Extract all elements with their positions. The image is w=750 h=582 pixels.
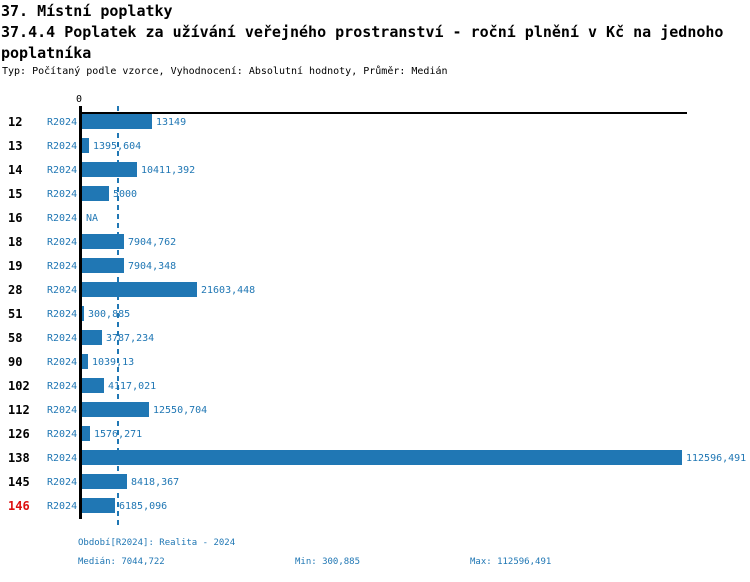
row-value-label: 8418,367 bbox=[131, 477, 180, 488]
row-value-label: 12550,704 bbox=[153, 405, 208, 416]
row-series-label: R2024 bbox=[47, 381, 78, 392]
row-category-label: 51 bbox=[8, 307, 23, 321]
chart-row: 51 R2024 300,885 bbox=[0, 306, 750, 330]
min-stat: Min: 300,885 bbox=[295, 557, 361, 567]
median-stat: Medián: 7044,722 bbox=[78, 557, 165, 567]
row-value-label: 5000 bbox=[113, 189, 138, 200]
row-series-label: R2024 bbox=[47, 477, 78, 488]
row-category-label: 12 bbox=[8, 115, 23, 129]
row-category-label: 146 bbox=[8, 499, 30, 513]
row-value-label: 1395,604 bbox=[93, 141, 142, 152]
row-series-label: R2024 bbox=[47, 189, 78, 200]
row-value-label: 300,885 bbox=[88, 309, 131, 320]
row-category-label: 19 bbox=[8, 259, 23, 273]
chart-row: 16 R2024 NA bbox=[0, 210, 750, 234]
row-value-label: 1039,13 bbox=[92, 357, 135, 368]
row-value-label: 21603,448 bbox=[201, 285, 256, 296]
row-category-label: 58 bbox=[8, 331, 23, 345]
row-series-label: R2024 bbox=[47, 237, 78, 248]
row-value-bar bbox=[82, 426, 90, 441]
row-category-label: 15 bbox=[8, 187, 23, 201]
chart-row: 146 R2024 6185,096 bbox=[0, 498, 750, 522]
row-value-label: 6185,096 bbox=[119, 501, 168, 512]
row-value-bar bbox=[82, 330, 102, 345]
row-value-bar bbox=[82, 306, 84, 321]
row-series-label: R2024 bbox=[47, 165, 78, 176]
chart-row: 145 R2024 8418,367 bbox=[0, 474, 750, 498]
row-series-label: R2024 bbox=[47, 501, 78, 512]
value-axis-line bbox=[79, 112, 687, 114]
row-value-bar bbox=[82, 402, 149, 417]
row-value-label: 112596,491 bbox=[686, 453, 747, 464]
chart-row: 126 R2024 1576,271 bbox=[0, 426, 750, 450]
chart-row: 138 R2024 112596,491 bbox=[0, 450, 750, 474]
report-title-line1: 37.4.4 Poplatek za užívání veřejného pro… bbox=[1, 23, 724, 41]
chart-row: 19 R2024 7904,348 bbox=[0, 258, 750, 282]
row-value-label: 4117,021 bbox=[108, 381, 157, 392]
row-value-label: 13149 bbox=[156, 117, 187, 128]
max-stat: Max: 112596,491 bbox=[470, 557, 552, 567]
row-series-label: R2024 bbox=[47, 285, 78, 296]
row-value-bar bbox=[82, 234, 124, 249]
row-value-bar bbox=[82, 450, 682, 465]
row-category-label: 102 bbox=[8, 379, 30, 393]
row-value-bar bbox=[82, 138, 89, 153]
row-value-bar bbox=[82, 282, 197, 297]
row-series-label: R2024 bbox=[47, 429, 78, 440]
row-series-label: R2024 bbox=[47, 357, 78, 368]
row-category-label: 112 bbox=[8, 403, 30, 417]
chart-row: 13 R2024 1395,604 bbox=[0, 138, 750, 162]
section-title: 37. Místní poplatky bbox=[1, 2, 173, 20]
row-value-bar bbox=[82, 114, 152, 129]
chart-row: 58 R2024 3787,234 bbox=[0, 330, 750, 354]
row-value-label: 10411,392 bbox=[141, 165, 196, 176]
row-series-label: R2024 bbox=[47, 213, 78, 224]
row-category-label: 145 bbox=[8, 475, 30, 489]
report-title-line2: poplatníka bbox=[1, 44, 92, 62]
chart-row: 12 R2024 13149 bbox=[0, 114, 750, 138]
row-category-label: 16 bbox=[8, 211, 23, 225]
row-category-label: 90 bbox=[8, 355, 23, 369]
chart-row: 14 R2024 10411,392 bbox=[0, 162, 750, 186]
row-value-bar bbox=[82, 498, 115, 513]
chart-row: 112 R2024 12550,704 bbox=[0, 402, 750, 426]
period-legend: Období[R2024]: Realita - 2024 bbox=[78, 538, 236, 548]
row-value-label: 7904,348 bbox=[128, 261, 177, 272]
category-axis-line bbox=[79, 106, 82, 519]
chart-row: 15 R2024 5000 bbox=[0, 186, 750, 210]
row-value-label: 7904,762 bbox=[128, 237, 177, 248]
row-value-label: 1576,271 bbox=[94, 429, 143, 440]
row-series-label: R2024 bbox=[47, 309, 78, 320]
chart-row: 102 R2024 4117,021 bbox=[0, 378, 750, 402]
row-category-label: 28 bbox=[8, 283, 23, 297]
median-reference-line bbox=[117, 106, 119, 526]
row-value-bar bbox=[82, 354, 88, 369]
report-meta: Typ: Počítaný podle vzorce, Vyhodnocení:… bbox=[2, 66, 448, 77]
row-value-bar bbox=[82, 186, 109, 201]
row-category-label: 14 bbox=[8, 163, 23, 177]
row-value-bar bbox=[82, 258, 124, 273]
row-series-label: R2024 bbox=[47, 453, 78, 464]
row-series-label: R2024 bbox=[47, 333, 78, 344]
row-series-label: R2024 bbox=[47, 261, 78, 272]
row-value-label: 3787,234 bbox=[106, 333, 155, 344]
row-series-label: R2024 bbox=[47, 141, 78, 152]
row-value-label: NA bbox=[86, 213, 99, 224]
row-series-label: R2024 bbox=[47, 405, 78, 416]
axis-zero-tick-label: 0 bbox=[76, 94, 83, 105]
row-category-label: 13 bbox=[8, 139, 23, 153]
chart-row: 28 R2024 21603,448 bbox=[0, 282, 750, 306]
chart-row: 90 R2024 1039,13 bbox=[0, 354, 750, 378]
row-category-label: 126 bbox=[8, 427, 30, 441]
row-category-label: 18 bbox=[8, 235, 23, 249]
row-series-label: R2024 bbox=[47, 117, 78, 128]
row-value-bar bbox=[82, 474, 127, 489]
row-category-label: 138 bbox=[8, 451, 30, 465]
row-value-bar bbox=[82, 162, 137, 177]
row-value-bar bbox=[82, 378, 104, 393]
chart-row: 18 R2024 7904,762 bbox=[0, 234, 750, 258]
